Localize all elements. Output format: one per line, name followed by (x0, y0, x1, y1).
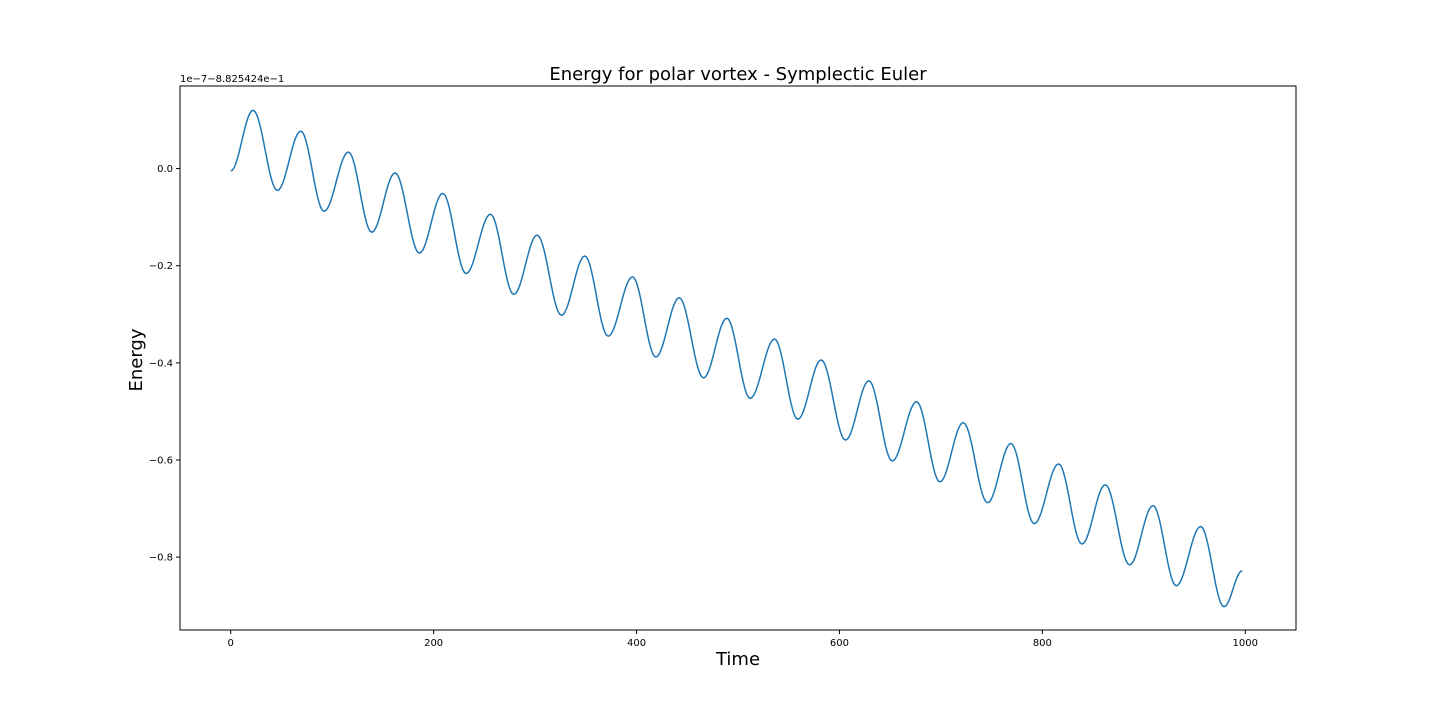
y-axis-ticks: 0.0 −0.2 −0.4 −0.6 −0.8 (149, 164, 180, 564)
x-axis-label: Time (715, 649, 760, 670)
x-tick-label: 600 (830, 638, 849, 649)
chart-title: Energy for polar vortex - Symplectic Eul… (549, 64, 927, 85)
x-tick-label: 1000 (1233, 638, 1258, 649)
x-tick-label: 200 (424, 638, 443, 649)
y-axis-label: Energy (126, 328, 147, 391)
y-offset-label: 1e−7−8.825424e−1 (180, 74, 284, 85)
axes-frame (179, 85, 1297, 631)
y-tick-label: −0.2 (149, 261, 173, 272)
x-axis-ticks: 0 200 400 600 800 1000 (228, 630, 1258, 649)
y-tick-label: −0.6 (149, 456, 173, 467)
plot-area (230, 109, 1243, 608)
series-line-energy (230, 109, 1243, 608)
y-tick-label: −0.4 (149, 358, 173, 369)
x-tick-label: 400 (627, 638, 646, 649)
y-tick-label: 0.0 (157, 164, 173, 175)
y-tick-label: −0.8 (149, 553, 173, 564)
x-tick-label: 800 (1033, 638, 1052, 649)
x-tick-label: 0 (228, 638, 234, 649)
